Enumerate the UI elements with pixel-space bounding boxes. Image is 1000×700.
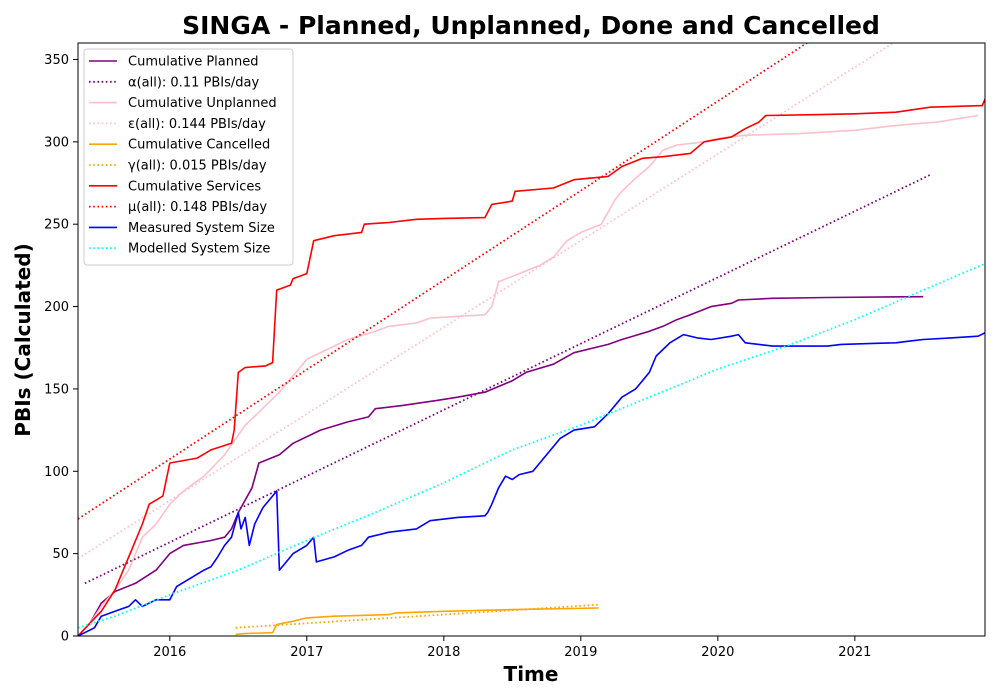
y-tick-label: 0 — [61, 630, 69, 645]
x-tick-label: 2020 — [701, 645, 734, 660]
series-line-3 — [78, 43, 894, 560]
x-axis: 2016 2017 2018 2019 2020 2021 — [153, 636, 871, 660]
y-axis: 0 50 100 150 200 250 300 350 — [44, 53, 78, 645]
legend-label: Cumulative Unplanned — [128, 96, 277, 111]
legend-label: μ(all): 0.148 PBIs/day — [128, 200, 267, 215]
x-tick-label: 2021 — [838, 645, 871, 660]
y-axis-label: PBIs (Calculated) — [11, 243, 35, 436]
y-tick-label: 100 — [44, 465, 69, 480]
x-tick-label: 2017 — [290, 645, 323, 660]
legend-label: γ(all): 0.015 PBIs/day — [128, 159, 267, 174]
y-tick-label: 200 — [44, 300, 69, 315]
series-line-2 — [78, 114, 979, 636]
series-line-9 — [78, 262, 985, 629]
series-line-5 — [235, 603, 599, 629]
x-axis-label: Time — [504, 662, 559, 686]
x-tick-label: 2018 — [427, 645, 460, 660]
legend-box — [83, 48, 294, 266]
legend-label: Cumulative Cancelled — [128, 138, 270, 153]
series-layer — [78, 43, 985, 636]
y-tick-label: 300 — [44, 135, 69, 150]
legend: Cumulative Planned α(all): 0.11 PBIs/day C… — [83, 48, 294, 266]
legend-label: Cumulative Services — [128, 179, 261, 194]
legend-label: Measured System Size — [128, 221, 275, 236]
legend-label: Modelled System Size — [128, 242, 270, 257]
series-line-4 — [235, 607, 599, 636]
x-tick-label: 2016 — [153, 645, 186, 660]
series-line-6 — [78, 98, 985, 636]
series-line-0 — [78, 295, 924, 636]
y-tick-label: 350 — [44, 53, 69, 68]
legend-label: α(all): 0.11 PBIs/day — [128, 75, 259, 90]
x-tick-label: 2019 — [564, 645, 597, 660]
plot-area-frame — [77, 42, 986, 637]
y-tick-label: 50 — [52, 547, 69, 562]
legend-label: Cumulative Planned — [128, 55, 258, 70]
y-tick-label: 150 — [44, 382, 69, 397]
series-line-8 — [78, 332, 985, 636]
y-tick-label: 250 — [44, 218, 69, 233]
legend-label: ε(all): 0.144 PBIs/day — [128, 117, 266, 132]
series-line-1 — [84, 173, 931, 585]
chart-title: SINGA - Planned, Unplanned, Done and Can… — [182, 11, 880, 40]
